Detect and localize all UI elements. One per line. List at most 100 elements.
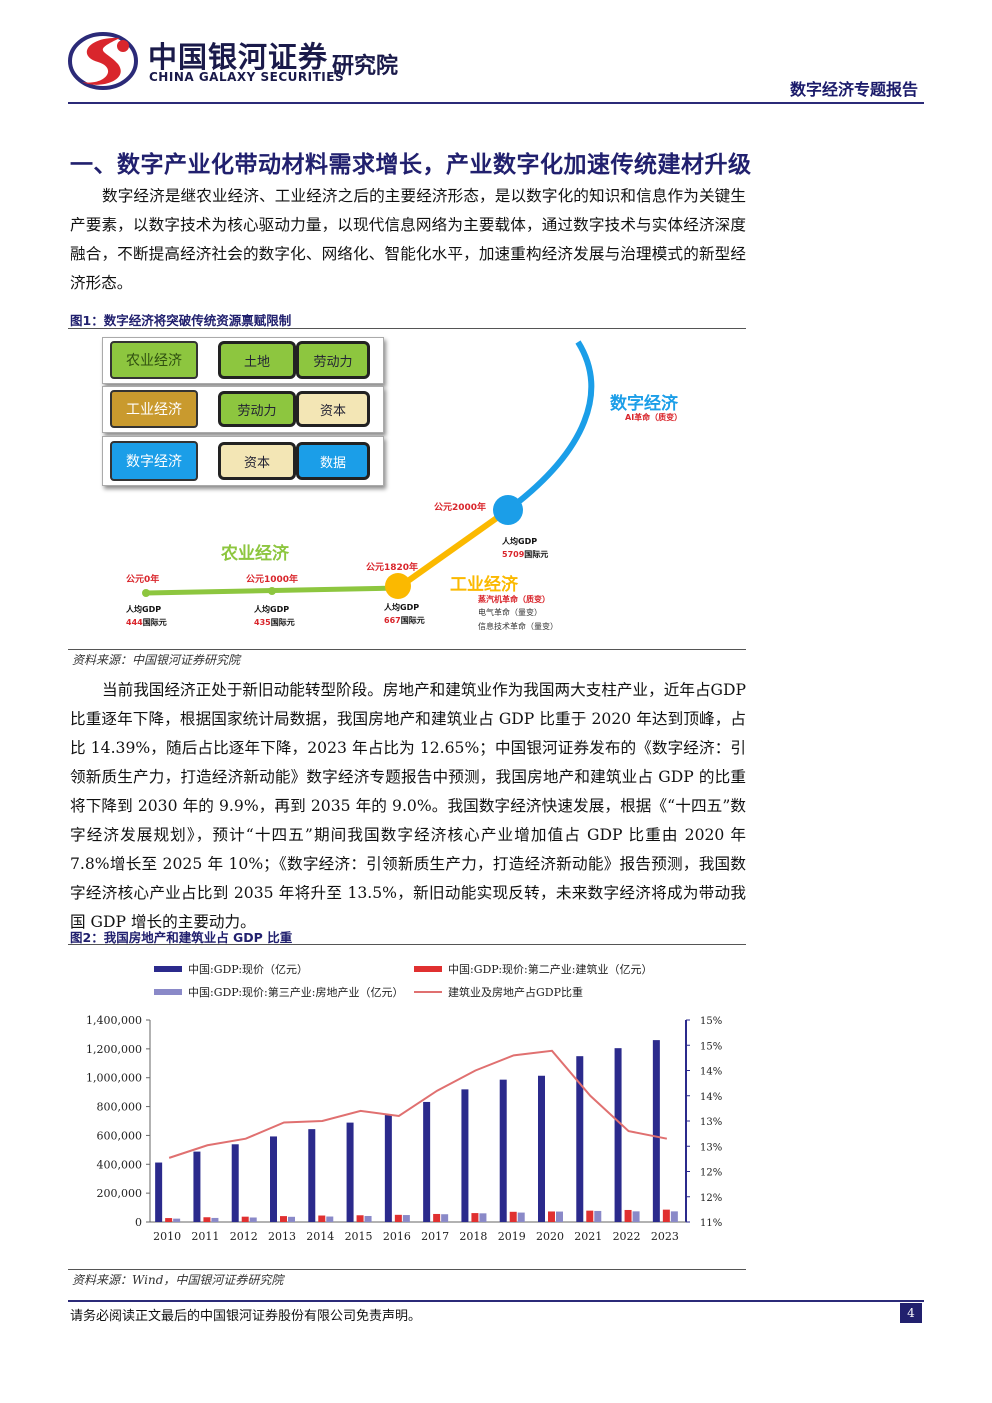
left-tick-label: 400,000 [97,1158,143,1171]
left-tick-label: 1,000,000 [86,1072,142,1085]
year-0: 公元0年 [126,575,160,585]
year-1: 公元1000年 [246,575,299,585]
section-title: 一、数字产业化带动材料需求增长，产业数字化加速传统建材升级 [70,152,752,178]
bar-construction [318,1215,326,1222]
bar-realestate [173,1218,181,1222]
bar-realestate [249,1217,257,1222]
figure2-bottom-rule [68,1269,746,1270]
right-tick-label: 12% [700,1193,722,1204]
bar-gdp [308,1129,316,1222]
bar-realestate [326,1216,334,1222]
bar-construction [662,1209,670,1222]
bar-construction [548,1211,555,1222]
bar-realestate [632,1211,640,1222]
right-tick-label: 14% [700,1067,722,1078]
legend-label-0: 中国:GDP:现价（亿元） [188,963,308,976]
left-tick-label: 200,000 [97,1187,143,1200]
bar-construction [241,1216,249,1222]
x-tick-label: 2015 [345,1230,373,1243]
figure1-top-rule [68,328,746,329]
bar-gdp [193,1151,201,1222]
bar-construction [165,1218,173,1222]
x-tick-label: 2022 [613,1230,641,1243]
header: 中国银河证券 CHINA GALAXY SECURITIES 研究院 数字经济专… [68,28,924,103]
ind-note-3: 信息技术革命（量变） [478,622,558,631]
x-tick-label: 2018 [459,1230,487,1243]
x-tick-label: 2012 [230,1230,258,1243]
right-tick-label: 14% [700,1092,722,1103]
legend-swatch-1 [414,966,442,972]
bar-construction [509,1211,517,1222]
legend-swatch-0 [154,966,182,972]
figure2-source: 资料来源：Wind，中国银河证券研究院 [72,1273,284,1287]
bar-construction [280,1216,287,1222]
galaxy-logo-icon [68,32,138,90]
factor-data: 数据 [296,442,370,480]
timeline-curve [142,340,595,599]
bar-construction [471,1213,479,1222]
bar-construction [394,1214,402,1222]
left-tick-label: 1,200,000 [86,1043,142,1056]
bar-gdp [423,1101,431,1222]
gdp-label-1: 人均GDP [254,605,290,614]
figure2-chart: 中国:GDP:现价（亿元） 中国:GDP:现价:第二产业:建筑业（亿元） 中国:GD… [86,962,722,1243]
figure1-bottom-rule [68,649,746,650]
bar-realestate [288,1216,295,1222]
label-ind-economy: 工业经济 [450,575,518,595]
bar-realestate [211,1217,219,1222]
footer-disclaimer: 请务必阅读正文最后的中国银河证券股份有限公司免责声明。 [70,1309,422,1324]
label-agri-economy: 农业经济 [221,544,289,564]
bar-gdp [155,1162,163,1222]
bar-gdp [538,1075,545,1222]
bar-construction [624,1209,632,1222]
company-name-cn: 中国银河证券 [148,40,329,74]
bar-realestate [594,1210,602,1222]
bar-gdp [576,1056,584,1222]
legend-label-3: 建筑业及房地产占GDP比重 [448,985,583,999]
bar-gdp [652,1040,660,1222]
paragraph-1: 数字经济是继农业经济、工业经济之后的主要经济形态，是以数字化的知识和信息作为关键… [70,187,746,292]
figure2-top-rule [68,944,746,945]
bar-realestate [670,1211,678,1222]
bar-gdp [231,1144,239,1222]
left-tick-label: 0 [135,1216,142,1229]
left-tick-label: 600,000 [97,1129,143,1142]
right-tick-label: 12% [700,1168,722,1179]
factor-capital-2: 资本 [218,442,296,480]
bar-construction [203,1217,211,1222]
ind-note-1: 蒸汽机革命（质变） [478,595,550,604]
factor-labor-1: 劳动力 [296,341,370,379]
legend-label-2: 中国:GDP:现价:第三产业:房地产业（亿元） [188,985,403,999]
x-tick-label: 2021 [574,1230,602,1243]
year-2: 公元1820年 [366,563,419,573]
bar-gdp [346,1122,354,1222]
figure2-title: 图2：我国房地产和建筑业占 GDP 比重 [70,930,293,945]
gdp-value-3: 5709国际元 [502,550,549,559]
gdp-value-2: 667国际元 [384,616,425,625]
institute-name: 研究院 [332,54,399,79]
footer-rule [68,1300,924,1302]
right-tick-label: 15% [700,1041,722,1052]
figure1-source: 资料来源：中国银河证券研究院 [72,653,241,667]
gdp-label-0: 人均GDP [126,605,162,614]
ind-note-2: 电气革命（量变） [478,608,542,617]
eco-box-ind: 工业经济 [110,390,198,428]
legend-label-1: 中国:GDP:现价:第二产业:建筑业（亿元） [448,962,652,976]
x-tick-label: 2014 [306,1230,334,1243]
factor-labor-2: 劳动力 [218,391,296,427]
bar-realestate [441,1214,449,1222]
x-tick-label: 2010 [153,1230,181,1243]
eco-box-agri: 农业经济 [110,341,198,379]
label-ai-revolution: AI革命（质变） [625,413,683,422]
bar-gdp [614,1048,622,1222]
gdp-label-2: 人均GDP [384,603,420,612]
factor-land: 土地 [218,341,296,379]
factor-capital-1: 资本 [296,391,370,427]
x-tick-label: 2016 [383,1230,411,1243]
bar-gdp [270,1136,277,1222]
share-line [168,1049,668,1159]
report-type: 数字经济专题报告 [789,80,918,99]
right-tick-label: 13% [700,1117,722,1128]
eco-box-dig: 数字经济 [110,441,198,481]
gdp-value-1: 435国际元 [254,618,295,627]
